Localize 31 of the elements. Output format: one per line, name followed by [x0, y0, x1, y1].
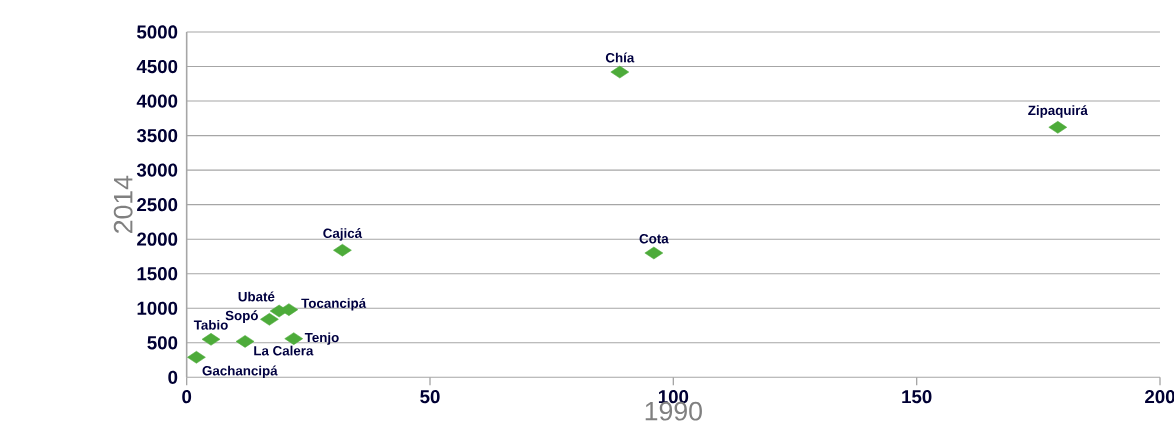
- x-tick-label: 50: [420, 390, 440, 404]
- y-tick-label: 5000: [137, 25, 178, 39]
- point: [610, 65, 630, 79]
- y-tick-label: 0: [168, 370, 178, 384]
- annotation: Ubaté: [238, 291, 275, 302]
- annotation: La Calera: [254, 345, 314, 356]
- annotation: Sopó: [225, 310, 258, 323]
- y-tick-label: 4500: [136, 59, 178, 74]
- point: [269, 304, 289, 318]
- y-tick-label: 3500: [136, 128, 178, 143]
- y-tick-label: 2000: [137, 232, 178, 246]
- y-tick-label: 1500: [137, 267, 178, 281]
- y-tick-label: 2500: [137, 198, 178, 212]
- x-tick-label: 150: [902, 390, 932, 404]
- annotation: Tocancipá: [301, 298, 367, 311]
- point: [333, 243, 352, 257]
- annotation: Tenjo: [304, 332, 339, 345]
- annotation: Cota: [639, 233, 669, 244]
- y-axis-title: 2014: [113, 175, 133, 233]
- annotation: Gachancipá: [202, 365, 278, 379]
- annotation: Tabio: [193, 319, 228, 330]
- y-tick-label: 4000: [136, 94, 178, 108]
- y-tick-label: 1000: [137, 301, 178, 315]
- point: [644, 246, 664, 260]
- annotation: Cajicá: [323, 228, 363, 241]
- annotation: Zipaquirá: [1028, 105, 1088, 118]
- y-tick-label: 3000: [136, 163, 178, 177]
- y-tick-label: 500: [147, 336, 178, 350]
- x-tick-label: 200: [1145, 390, 1174, 404]
- x-tick-label: 0: [182, 390, 192, 404]
- annotation: Chía: [605, 52, 635, 63]
